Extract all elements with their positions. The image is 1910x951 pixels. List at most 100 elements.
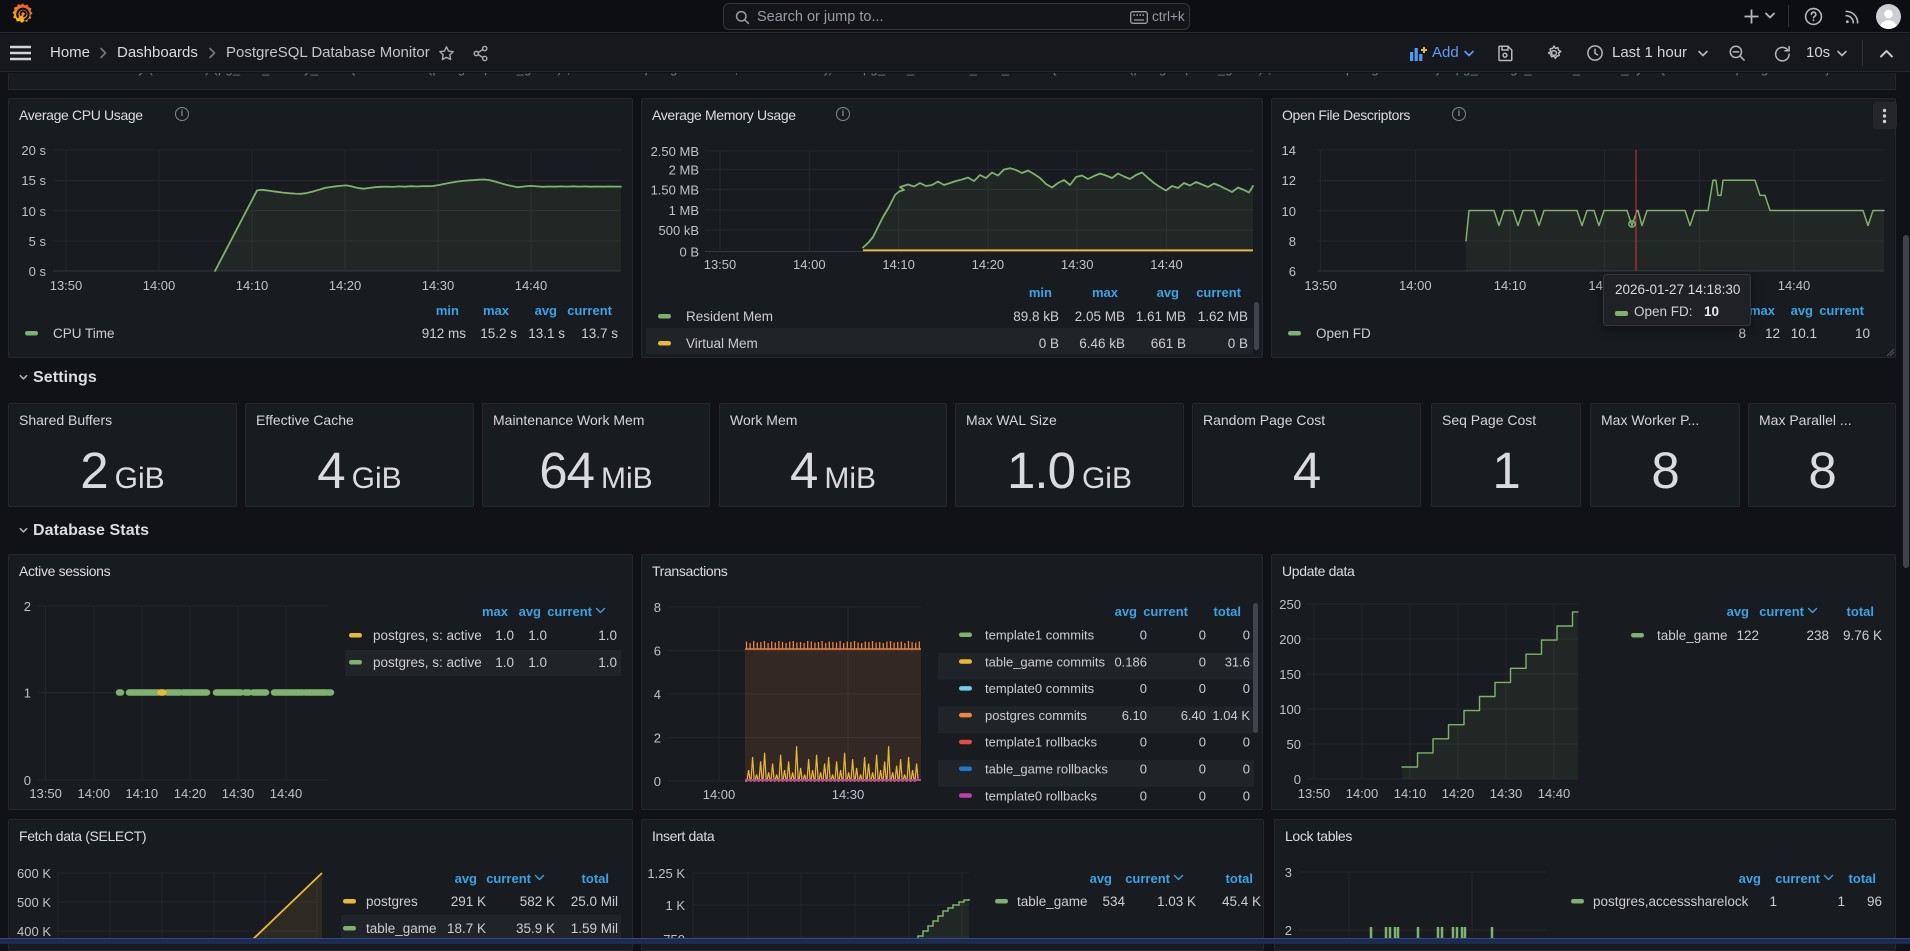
svg-text:postgres, s: active: postgres, s: active (373, 628, 482, 643)
svg-text:current: current (1125, 871, 1170, 886)
svg-text:0: 0 (654, 774, 661, 789)
svg-text:avg: avg (1727, 604, 1749, 619)
svg-text:14:10: 14:10 (236, 278, 269, 293)
svg-text:0: 0 (1294, 772, 1301, 787)
svg-text:1.0: 1.0 (598, 655, 617, 670)
svg-text:current: current (1143, 604, 1188, 619)
svg-text:14:30: 14:30 (422, 278, 455, 293)
svg-text:0: 0 (1140, 628, 1147, 643)
svg-text:total: total (1849, 871, 1876, 886)
svg-text:total: total (582, 871, 609, 886)
svg-text:15.2 s: 15.2 s (480, 326, 517, 341)
svg-text:current: current (1196, 285, 1241, 300)
svg-text:13:50: 13:50 (1304, 278, 1337, 293)
svg-text:600 K: 600 K (17, 866, 51, 881)
svg-text:Virtual Mem: Virtual Mem (686, 336, 758, 351)
svg-text:1: 1 (24, 686, 31, 701)
svg-text:14:00: 14:00 (143, 278, 176, 293)
svg-text:0 B: 0 B (679, 244, 699, 259)
svg-text:1.25 K: 1.25 K (647, 866, 685, 881)
svg-text:14:40: 14:40 (1778, 278, 1811, 293)
svg-text:0: 0 (24, 773, 31, 788)
svg-text:4: 4 (654, 687, 661, 702)
svg-text:postgres, s: active: postgres, s: active (373, 655, 482, 670)
svg-text:1.0: 1.0 (495, 628, 514, 643)
svg-text:0 B: 0 B (1228, 336, 1248, 351)
svg-text:14:40: 14:40 (1150, 257, 1183, 272)
svg-text:13.7 s: 13.7 s (581, 326, 618, 341)
svg-text:18.7 K: 18.7 K (447, 921, 486, 936)
svg-text:table_game commits: table_game commits (985, 654, 1105, 669)
svg-text:14:10: 14:10 (1494, 278, 1527, 293)
svg-text:2: 2 (654, 731, 661, 746)
svg-text:total: total (1847, 604, 1874, 619)
svg-text:10 s: 10 s (21, 204, 46, 219)
svg-text:14:20: 14:20 (329, 278, 362, 293)
svg-text:582 K: 582 K (520, 894, 555, 909)
svg-text:500 kB: 500 kB (659, 223, 699, 238)
svg-text:postgres,accesssharelock: postgres,accesssharelock (1593, 894, 1749, 909)
svg-text:8: 8 (654, 600, 661, 615)
svg-text:0: 0 (1243, 788, 1250, 803)
svg-text:10: 10 (1855, 326, 1870, 341)
svg-text:0: 0 (1243, 762, 1250, 777)
svg-text:1.0: 1.0 (495, 655, 514, 670)
svg-text:0 B: 0 B (1039, 336, 1059, 351)
svg-text:5 s: 5 s (29, 234, 47, 249)
svg-text:0: 0 (1199, 788, 1206, 803)
svg-text:12: 12 (1282, 173, 1296, 188)
svg-text:14:00: 14:00 (1399, 278, 1432, 293)
svg-text:14:40: 14:40 (515, 278, 548, 293)
svg-text:template1 commits: template1 commits (985, 628, 1095, 643)
svg-text:14: 14 (1282, 143, 1296, 158)
svg-text:1.0: 1.0 (598, 628, 617, 643)
svg-text:1.61 MB: 1.61 MB (1136, 309, 1186, 324)
svg-text:20 s: 20 s (21, 143, 46, 158)
svg-text:8: 8 (1289, 234, 1296, 249)
svg-text:table_game: table_game (366, 921, 437, 936)
svg-text:14:00: 14:00 (793, 257, 826, 272)
svg-text:31.6: 31.6 (1225, 654, 1250, 669)
svg-text:0 s: 0 s (29, 264, 47, 279)
svg-text:0: 0 (1199, 762, 1206, 777)
svg-text:0: 0 (1140, 762, 1147, 777)
svg-text:1: 1 (1837, 894, 1845, 909)
svg-text:14:00: 14:00 (78, 786, 111, 801)
svg-text:2: 2 (1285, 923, 1292, 938)
svg-text:6.10: 6.10 (1122, 708, 1147, 723)
svg-text:table_game: table_game (1017, 894, 1088, 909)
svg-text:291 K: 291 K (451, 894, 486, 909)
svg-text:avg: avg (1157, 285, 1179, 300)
svg-text:14:30: 14:30 (1061, 257, 1094, 272)
svg-text:89.8 kB: 89.8 kB (1013, 309, 1059, 324)
svg-text:1.59 Mil: 1.59 Mil (571, 921, 618, 936)
svg-text:13:50: 13:50 (704, 257, 737, 272)
svg-text:13:50: 13:50 (29, 786, 62, 801)
svg-text:Open FD: Open FD (1316, 326, 1371, 341)
svg-text:min: min (1029, 285, 1052, 300)
svg-text:8: 8 (1738, 326, 1746, 341)
svg-text:current: current (1759, 604, 1804, 619)
svg-text:avg: avg (455, 871, 477, 886)
svg-text:total: total (1214, 604, 1241, 619)
svg-text:14:40: 14:40 (1538, 786, 1571, 801)
svg-text:14:20: 14:20 (174, 786, 207, 801)
svg-text:122: 122 (1736, 628, 1759, 643)
svg-text:Resident Mem: Resident Mem (686, 309, 773, 324)
svg-text:13.1 s: 13.1 s (528, 326, 565, 341)
svg-text:14:20: 14:20 (972, 257, 1005, 272)
svg-text:534: 534 (1102, 894, 1125, 909)
svg-text:1.62 MB: 1.62 MB (1198, 309, 1248, 324)
svg-text:150: 150 (1279, 667, 1301, 682)
svg-text:current: current (1775, 871, 1820, 886)
svg-text:14:30: 14:30 (222, 786, 255, 801)
svg-text:14:30: 14:30 (832, 787, 865, 802)
svg-text:500 K: 500 K (17, 895, 51, 910)
svg-text:0: 0 (1199, 628, 1206, 643)
svg-text:1.0: 1.0 (528, 655, 547, 670)
svg-text:45.4 K: 45.4 K (1222, 894, 1261, 909)
svg-text:avg: avg (535, 303, 557, 318)
svg-text:postgres commits: postgres commits (985, 708, 1087, 723)
svg-text:min: min (436, 303, 459, 318)
svg-text:6: 6 (654, 644, 661, 659)
